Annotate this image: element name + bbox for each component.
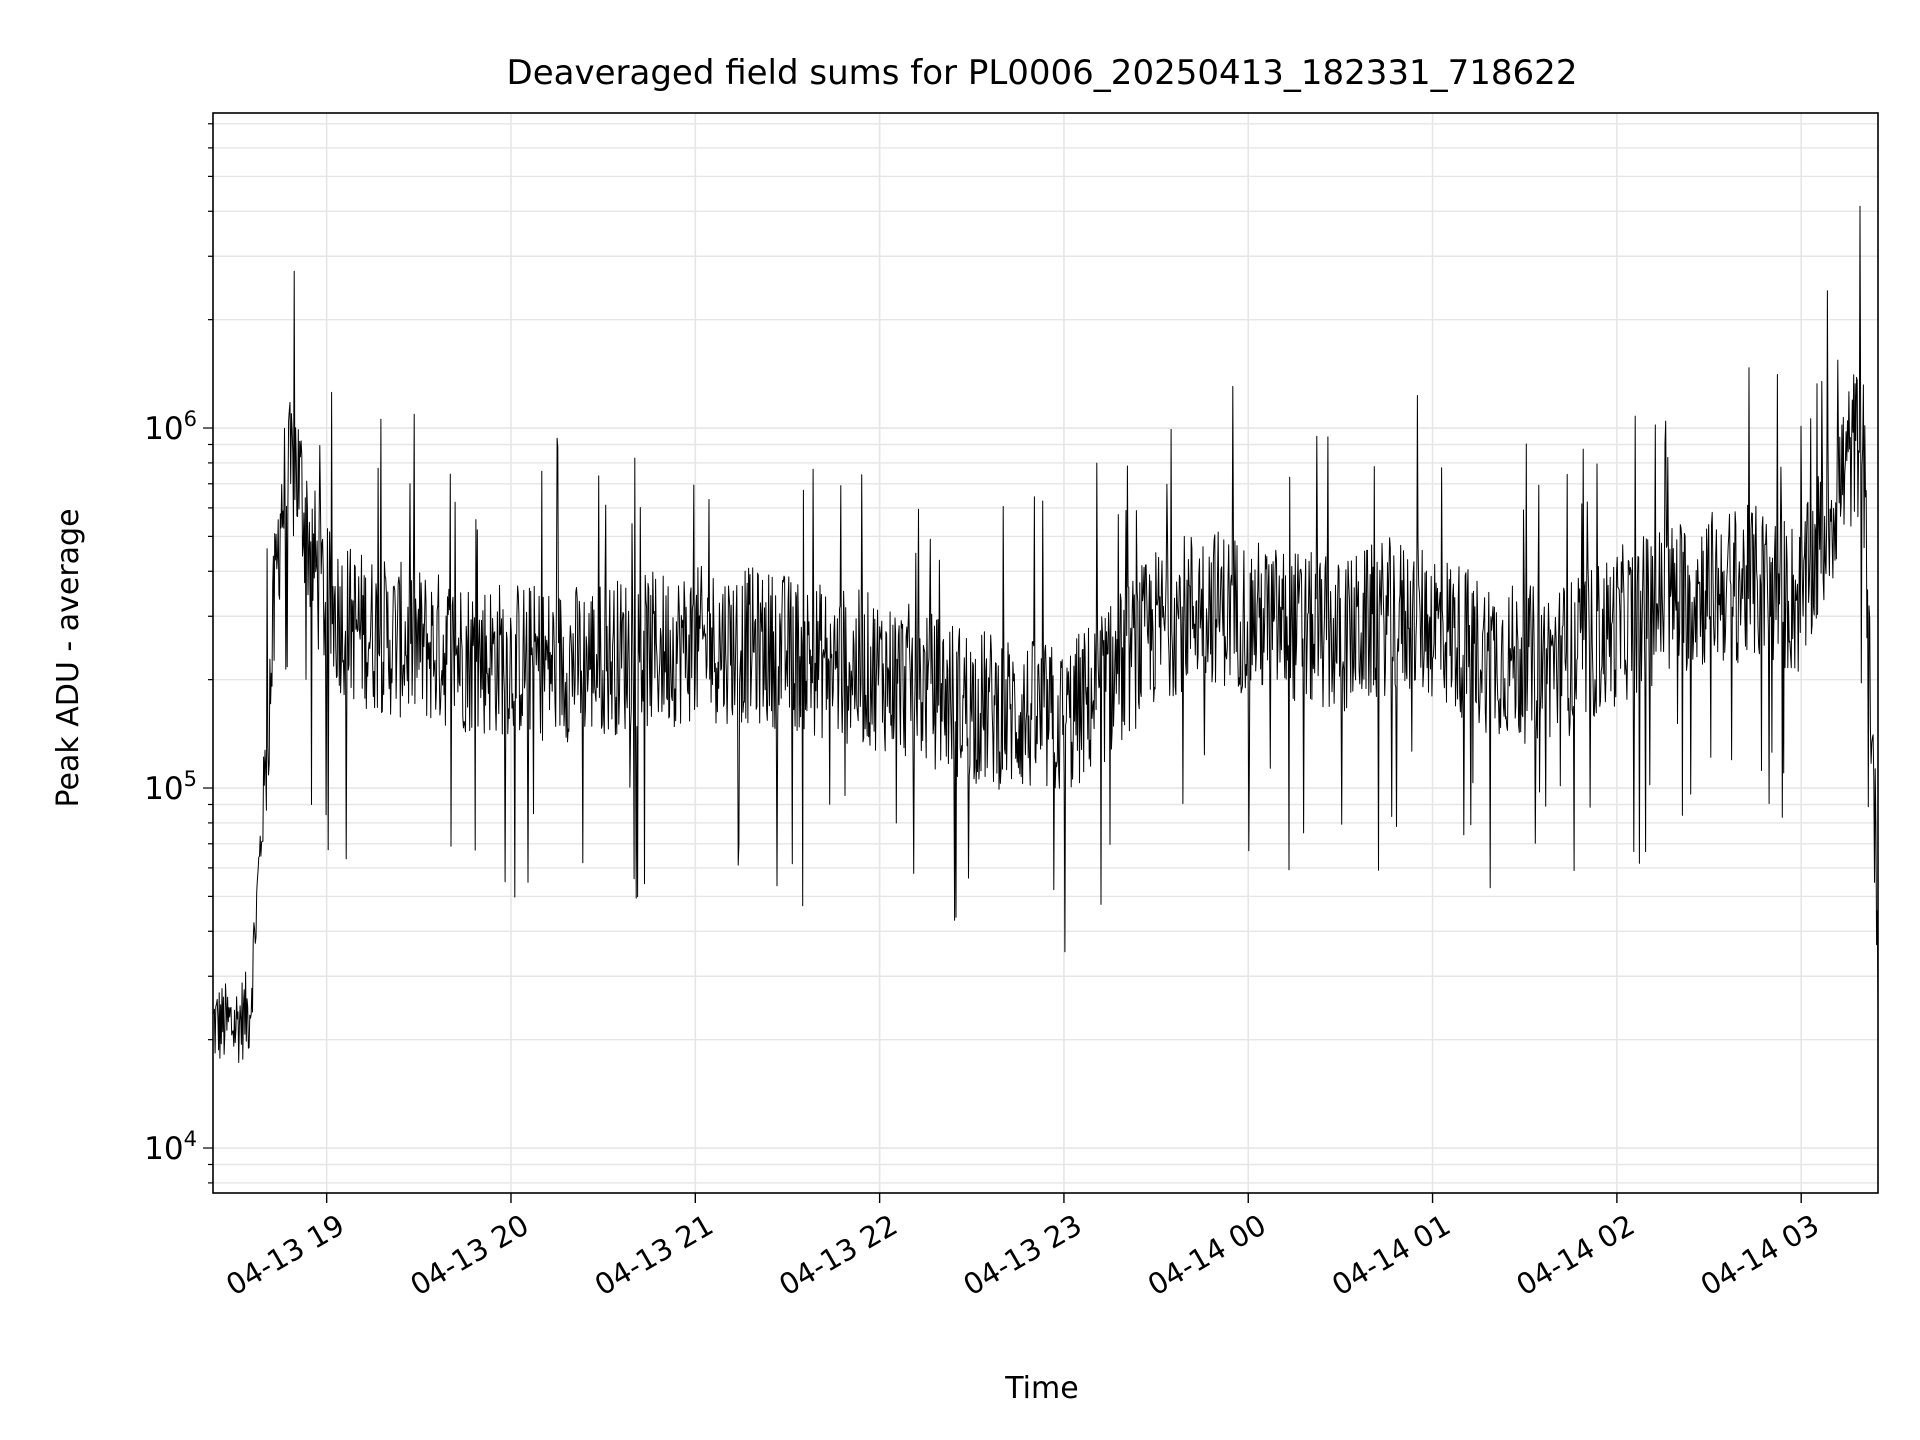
y-tick-label: 104 — [144, 1127, 197, 1167]
plot-frame — [212, 112, 1879, 1194]
plot-area — [212, 205, 1879, 1063]
y-tick-label: 105 — [144, 767, 197, 807]
y-tick-exponent: 4 — [184, 1127, 197, 1151]
y-axis-label: Peak ADU - average — [51, 508, 86, 807]
x-tick-label: 04-13 19 — [220, 1208, 350, 1303]
y-tick-label: 106 — [144, 407, 197, 447]
x-axis-ticks: 04-13 19 04-13 20 04-13 21 04-13 22 04-13 23… — [220, 1193, 1825, 1303]
x-axis-label: Time — [1004, 1371, 1078, 1406]
y-tick-exponent: 5 — [184, 767, 197, 791]
x-tick-label: 04-14 00 — [1142, 1208, 1272, 1303]
y-tick-base: 10 — [144, 771, 183, 807]
x-tick-label: 04-13 20 — [405, 1208, 535, 1303]
x-tick-label: 04-14 03 — [1695, 1208, 1825, 1303]
chart-title: Deaveraged field sums for PL0006_2025041… — [507, 53, 1578, 93]
series-line-peak-adu — [212, 205, 1879, 1063]
x-tick-label: 04-14 01 — [1326, 1208, 1456, 1303]
x-tick-label: 04-13 21 — [589, 1208, 719, 1303]
y-tick-exponent: 6 — [184, 407, 197, 431]
x-tick-label: 04-13 22 — [773, 1208, 903, 1303]
x-tick-label: 04-13 23 — [958, 1208, 1088, 1303]
grid-lines — [213, 113, 1878, 1193]
y-tick-base: 10 — [144, 411, 183, 447]
x-tick-label: 04-14 02 — [1510, 1208, 1640, 1303]
y-tick-base: 10 — [144, 1131, 183, 1167]
